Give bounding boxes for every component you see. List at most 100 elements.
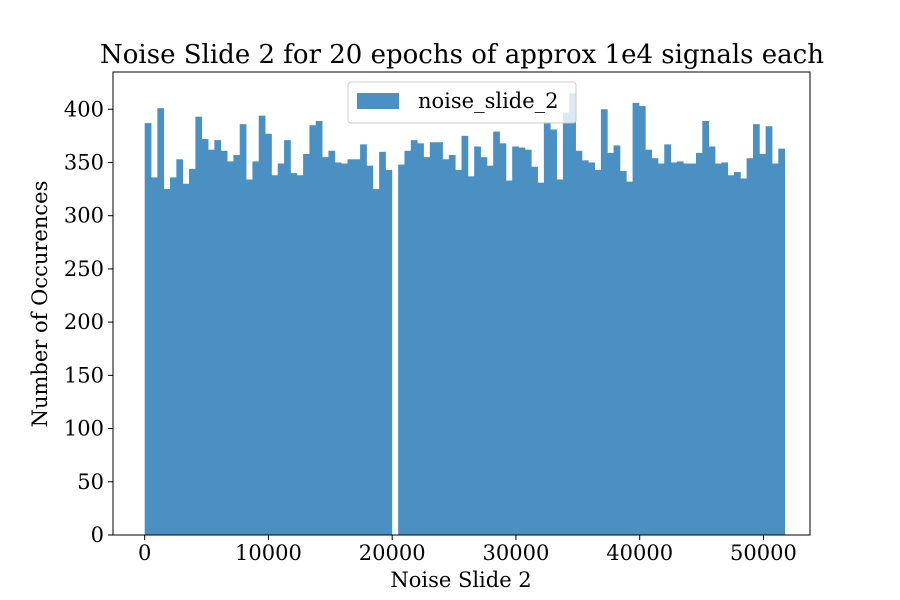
histogram-bar: [771, 163, 779, 535]
histogram-bar: [638, 106, 646, 536]
histogram-bar: [214, 140, 222, 535]
histogram-bar: [721, 162, 729, 536]
legend-entry: noise_slide_2: [418, 89, 559, 113]
histogram-bar: [607, 152, 614, 535]
x-tick-label: 0: [138, 541, 151, 565]
histogram-bar: [676, 161, 684, 535]
histogram-bar: [765, 126, 773, 535]
histogram-bar: [423, 157, 431, 536]
histogram-bar: [404, 150, 412, 535]
histogram-bar: [151, 177, 158, 535]
histogram-bar: [575, 150, 583, 535]
histogram-bar: [347, 159, 355, 535]
y-tick-label: 0: [91, 523, 104, 547]
histogram-bar: [385, 169, 393, 535]
histogram-bar: [353, 159, 361, 535]
histogram-bar: [176, 159, 184, 535]
histogram-bar: [265, 133, 272, 535]
histogram-bar: [632, 102, 640, 535]
histogram-bar: [581, 160, 589, 535]
histogram-bar: [480, 157, 488, 536]
x-tick-label: 40000: [606, 541, 673, 565]
histogram-bar: [733, 172, 741, 535]
histogram-bar: [271, 175, 279, 535]
y-tick-label: 400: [64, 97, 104, 121]
histogram-bar: [600, 109, 608, 536]
histogram-bar: [505, 180, 513, 535]
x-tick-label: 10000: [235, 541, 302, 565]
histogram-bar: [303, 153, 310, 535]
histogram-bar: [436, 142, 443, 535]
histogram-bar: [645, 149, 652, 535]
y-tick-label: 250: [64, 257, 104, 281]
histogram-bar: [569, 93, 576, 535]
histogram-bar: [740, 178, 748, 536]
histogram-bar: [398, 164, 405, 535]
histogram-bar: [227, 161, 234, 535]
y-tick-label: 150: [64, 363, 104, 387]
histogram-bar: [670, 162, 678, 536]
histogram-bar: [195, 116, 203, 536]
histogram-bar: [239, 124, 247, 535]
legend: noise_slide_2: [347, 81, 577, 124]
histogram-bar: [233, 155, 241, 535]
histogram-bar: [290, 173, 298, 536]
y-axis-label: Number of Occurences: [28, 181, 52, 428]
histogram-bar: [379, 151, 386, 536]
histogram-bar: [461, 135, 469, 536]
histogram-bar: [417, 143, 424, 536]
histogram-bar: [220, 150, 228, 535]
histogram-bar: [752, 124, 760, 535]
histogram-bar: [163, 189, 171, 536]
histogram-bar: [322, 157, 329, 536]
y-tick-label: 50: [77, 470, 104, 494]
bars-group: [144, 93, 786, 536]
legend-swatch: [357, 93, 399, 109]
histogram-bar: [657, 163, 665, 535]
histogram-bar: [334, 162, 342, 536]
histogram-bar: [315, 120, 323, 535]
histogram-bar: [144, 123, 152, 535]
histogram-bar: [562, 112, 570, 535]
histogram-bar: [683, 163, 691, 535]
histogram-bar: [531, 166, 538, 535]
histogram-bar: [626, 181, 633, 535]
histogram-bar: [442, 159, 450, 535]
histogram-bar: [518, 147, 526, 535]
histogram-bar: [360, 144, 367, 535]
legend-box: [347, 81, 577, 124]
histogram-bar: [537, 182, 545, 535]
x-tick-label: 30000: [483, 541, 550, 565]
histogram-bar: [448, 155, 456, 535]
histogram-bar: [284, 140, 291, 535]
histogram-bar: [208, 149, 215, 535]
histogram-bar: [759, 153, 767, 535]
histogram-bar: [651, 158, 659, 535]
y-axis-ticks: 0 50 100 150 200 250 300 350 400: [64, 97, 113, 547]
histogram-bar: [170, 177, 177, 535]
histogram-bar: [714, 163, 722, 535]
histogram-bar: [588, 162, 595, 536]
histogram-bar: [309, 125, 317, 536]
histogram-bar: [474, 146, 481, 536]
histogram-bar: [328, 150, 336, 535]
histogram-bar: [455, 169, 462, 535]
histogram-bar: [689, 163, 697, 535]
histogram-bar: [372, 189, 380, 536]
histogram-bar: [499, 143, 507, 536]
histogram-bar: [258, 115, 266, 535]
plot-frame: [112, 71, 811, 536]
histogram-bar: [277, 163, 285, 535]
y-tick-label: 300: [64, 204, 104, 228]
histogram-bar: [429, 142, 437, 535]
histogram-bar: [296, 175, 304, 535]
histogram-bar: [664, 144, 671, 535]
histogram-bar: [246, 179, 253, 535]
histogram-bar: [708, 146, 716, 536]
histogram-bar: [512, 146, 519, 536]
histogram-bar: [182, 183, 190, 536]
histogram-bar: [727, 175, 735, 535]
chart-title: Noise Slide 2 for 20 epochs of approx 1e…: [100, 40, 824, 70]
histogram-bar: [341, 163, 348, 535]
